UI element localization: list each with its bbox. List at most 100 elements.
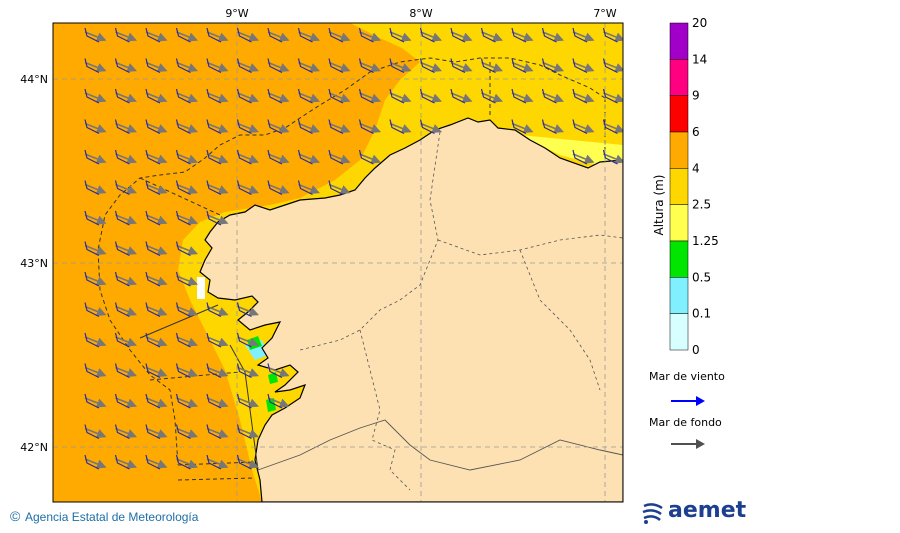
swell-arrow [237, 183, 259, 194]
swell-arrow [84, 275, 107, 286]
swell-arrow [176, 427, 198, 438]
swell-arrow [145, 214, 168, 225]
wind-barb [389, 58, 405, 74]
swell-arrow [511, 61, 534, 72]
swell-arrow [115, 214, 137, 225]
colorbar-level-label: 2.5 [692, 198, 711, 212]
lon-label-7w: 7°W [593, 7, 616, 20]
swell-arrow [328, 122, 351, 133]
wind-barb [602, 119, 618, 135]
swell-arrow [176, 122, 198, 133]
swell-arrow-icon [671, 439, 705, 449]
swell-arrow [176, 458, 198, 469]
swell-arrow [145, 122, 168, 133]
swell-arrow [267, 366, 290, 377]
wind-barb [175, 27, 191, 43]
swell-arrow [145, 336, 168, 347]
wind-barb [236, 149, 252, 165]
swell-arrow [115, 458, 137, 469]
swell-arrow [84, 61, 107, 72]
swell-arrow [572, 153, 595, 164]
portugal-border [257, 419, 623, 471]
swell-arrow [267, 153, 290, 164]
swell-arrow [84, 397, 107, 408]
swell-arrow [237, 153, 259, 164]
swell-arrow [328, 61, 351, 72]
swell-arrow [389, 31, 412, 42]
wind-barb [114, 210, 130, 226]
wind-barb [541, 58, 557, 74]
swell-arrow [389, 122, 412, 133]
swell-arrow [115, 31, 137, 42]
colorbar-swatch [669, 204, 689, 242]
swell-arrow [389, 92, 412, 103]
wind-barb [450, 88, 466, 104]
colorbar-swatch [669, 59, 689, 96]
wind-barb [145, 332, 161, 348]
wind-barb [297, 119, 313, 135]
wind-barb [114, 302, 130, 318]
swell-arrow [145, 397, 168, 408]
swell-arrow [176, 244, 198, 255]
swell-arrow [206, 183, 229, 194]
no-data-patch [197, 277, 205, 299]
wind-barb [419, 58, 435, 74]
swell-arrow [206, 366, 229, 377]
swell-arrow [511, 31, 534, 42]
swell-arrow [176, 305, 198, 316]
wind-barb [84, 332, 100, 348]
wind-barb [602, 27, 618, 43]
swell-arrow [84, 183, 107, 194]
wind-barb [236, 58, 252, 74]
swell-arrow [176, 336, 198, 347]
wind-barb [114, 180, 130, 196]
wind-barb [328, 88, 344, 104]
swell-arrow [115, 61, 137, 72]
swell-arrow [542, 122, 564, 133]
swell-arrow [237, 92, 259, 103]
wind-barb [358, 149, 374, 165]
wind-barb [145, 271, 161, 287]
swell-arrow [359, 61, 381, 72]
swell-arrow [359, 122, 381, 133]
colorbar-swatch [669, 168, 689, 205]
swell-arrow [115, 366, 137, 377]
swell-arrow [237, 336, 259, 347]
wind-barb [84, 241, 100, 257]
wind-barb [114, 58, 130, 74]
swell-arrow [115, 244, 137, 255]
swell-arrow [176, 214, 198, 225]
swell-arrow [542, 61, 564, 72]
wind-barb [419, 119, 435, 135]
wind-barb [267, 180, 283, 196]
swell-arrow [176, 92, 198, 103]
swell-arrow [176, 397, 198, 408]
swell-arrow [267, 397, 290, 408]
wind-sea-label: Mar de viento [649, 370, 725, 383]
swell-arrow [84, 458, 107, 469]
swell-arrow [450, 31, 473, 42]
swell-arrow [145, 458, 168, 469]
wind-barb [114, 88, 130, 104]
swell-arrow [359, 31, 381, 42]
swell-arrow [115, 92, 137, 103]
wind-barb [206, 454, 222, 470]
colorbar-title: Altura (m) [652, 174, 666, 235]
swell-arrow [206, 92, 229, 103]
swell-arrow [603, 92, 623, 103]
wind-barb [267, 149, 283, 165]
wind-barb [419, 27, 435, 43]
wind-barb [328, 119, 344, 135]
logo-text: aemet [668, 498, 747, 523]
colorbar-level-label: 9 [692, 89, 700, 103]
wind-barb [541, 88, 557, 104]
swell-arrow [84, 244, 107, 255]
map-plot-area [53, 23, 623, 502]
wind-barb [145, 119, 161, 135]
swell-arrow [115, 397, 137, 408]
swell-arrow [298, 61, 320, 72]
colorbar-level-label: 4 [692, 161, 700, 175]
wind-barb [511, 119, 527, 135]
swell-arrow [328, 92, 351, 103]
